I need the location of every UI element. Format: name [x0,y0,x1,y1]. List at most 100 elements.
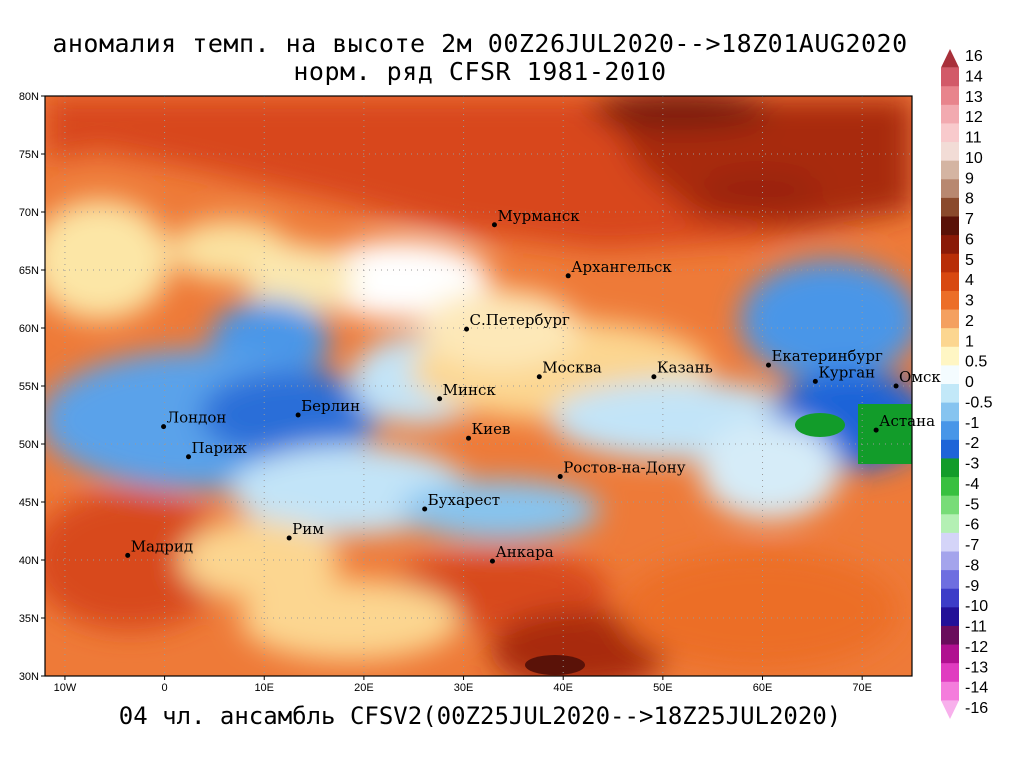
city-marker [873,427,879,433]
lon-tick-label: 20E [354,682,374,694]
colorbar-segment [941,570,959,590]
lat-tick-label: 75N [19,149,39,161]
colorbar-label: -11 [965,619,987,636]
city-label: Минск [443,381,497,399]
colorbar-segment [941,458,959,478]
lon-tick-label: 10E [254,682,274,694]
colorbar-segment [941,588,959,608]
lon-tick-label: 50E [653,682,673,694]
lon-tick-label: 30E [454,682,474,694]
colorbar-label: 2 [965,313,974,330]
colorbar-label: -4 [965,476,979,493]
city-marker [422,506,428,512]
city-label: Курган [818,363,875,381]
lon-tick-label: 40E [553,682,573,694]
lat-tick-label: 65N [19,265,39,277]
colorbar-segment [941,681,959,701]
colorbar-segment [941,123,959,143]
colorbar-label: -5 [965,496,979,513]
colorbar-label: 0.5 [965,354,987,371]
city-marker [464,326,470,332]
colorbar-segment [941,142,959,162]
colorbar-label: 16 [965,48,983,65]
lat-tick-label: 60N [19,323,39,335]
colorbar-segment [941,514,959,534]
lat-tick-label: 55N [19,381,39,393]
anomaly-field [45,96,912,676]
colorbar-label: -2 [965,435,979,452]
colorbar-segment [941,49,959,68]
colorbar-segment [941,309,959,329]
colorbar-label: 9 [965,170,974,187]
lat-tick-label: 70N [19,207,39,219]
colorbar-label: -3 [965,456,979,473]
city-label: Астана [879,412,935,430]
colorbar-label: -9 [965,578,979,595]
city-label: Киев [472,420,511,438]
colorbar: 16 14 13 12 11 10 9 8 7 6 5 4 3 2 1 0.5 0 -0.5 -1 -2 -3 -4 -5 -… [941,48,993,719]
colorbar-segment [941,235,959,255]
city-label: Берлин [301,397,360,415]
colorbar-label: 12 [965,109,983,126]
colorbar-segment [941,104,959,124]
colorbar-label: -8 [965,557,979,574]
colorbar-segment [941,421,959,441]
city-marker [557,473,563,479]
colorbar-label: 3 [965,293,974,310]
colorbar-label: 5 [965,252,974,269]
colorbar-label: 14 [965,68,983,85]
colorbar-label: -16 [965,700,988,717]
colorbar-segment [941,346,959,366]
city-marker [812,378,818,384]
colorbar-label: 13 [965,89,983,106]
colorbar-segment [941,439,959,459]
lat-tick-label: 50N [19,439,39,451]
lon-tick-label: 10W [54,682,77,694]
city-label: Омск [899,368,941,386]
lon-tick-label: 70E [852,682,872,694]
colorbar-segment [941,700,959,719]
lon-tick-label: 0 [162,682,168,694]
lat-tick-label: 30N [19,671,39,683]
city-marker [161,424,167,430]
colorbar-label: -1 [965,415,979,432]
city-marker [651,374,657,380]
colorbar-label: -0.5 [965,394,993,411]
city-label: Ростов-на-Дону [563,458,686,476]
colorbar-label: 6 [965,231,974,248]
colorbar-segment [941,477,959,497]
colorbar-segment [941,272,959,292]
colorbar-segment [941,197,959,217]
city-marker [125,552,131,558]
colorbar-segment [941,625,959,646]
colorbar-label: -12 [965,639,988,656]
chart-subtitle: норм. ряд CFSR 1981-2010 [293,57,667,86]
city-label: Лондон [167,409,227,427]
city-marker [186,454,192,460]
colorbar-segment [941,328,959,348]
city-label: Мурманск [497,207,580,225]
colorbar-label: 8 [965,191,974,208]
colorbar-label: 0 [965,374,974,391]
colorbar-label: 11 [965,130,982,147]
colorbar-label: -10 [965,598,988,615]
colorbar-segment [941,67,959,87]
colorbar-label: -6 [965,517,979,534]
green-anomaly-patch [858,404,912,464]
city-marker [893,383,899,389]
lat-tick-label: 45N [19,497,39,509]
city-label: Бухарест [428,491,500,509]
colorbar-label: -13 [965,659,988,676]
city-marker [437,396,443,402]
colorbar-segment [941,402,959,422]
city-marker [491,222,497,228]
city-label: Мадрид [131,537,193,555]
colorbar-segment [941,663,959,683]
city-label: Анкара [495,543,553,561]
colorbar-segment [941,216,959,236]
colorbar-label: 1 [965,333,974,350]
colorbar-segment [941,644,959,664]
chart-title: аномалия темп. на высоте 2м 00Z26JUL2020… [52,29,908,58]
chart-footer: 04 чл. ансамбль CFSV2(00Z25JUL2020-->18Z… [118,702,842,730]
city-label: Рим [292,520,324,538]
